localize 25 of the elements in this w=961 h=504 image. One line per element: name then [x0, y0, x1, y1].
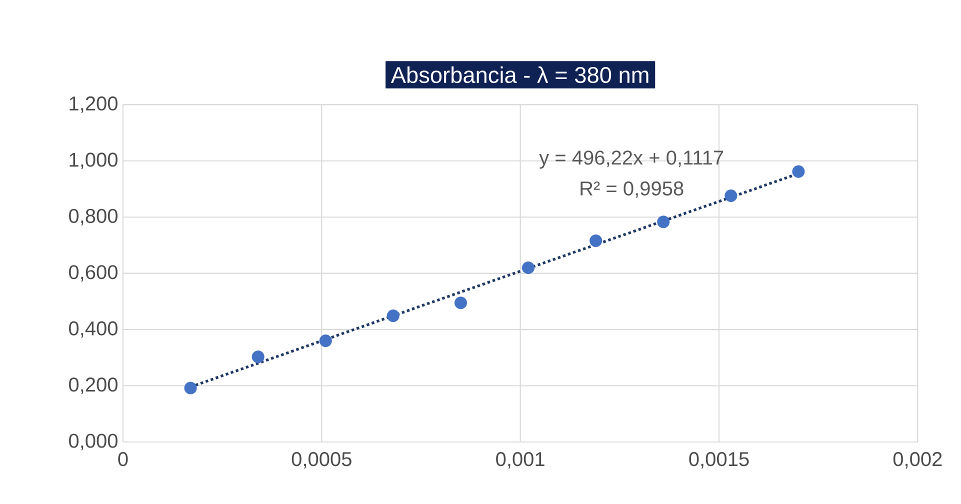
- x-tick-label: 0,001: [496, 452, 544, 469]
- y-tick-label: 1,200: [70, 96, 118, 113]
- point: [252, 350, 264, 364]
- x-tick-label: 0: [118, 452, 128, 466]
- point: [522, 261, 535, 274]
- point: [184, 382, 197, 394]
- x-tick-label: 0,0015: [689, 452, 749, 469]
- y-tick-label: 1,000: [70, 152, 118, 170]
- x-tick-label: 0,002: [893, 452, 942, 469]
- annotation: y = 496,22x + 0,1117: [539, 150, 724, 169]
- y-tick-label: 0,800: [69, 208, 118, 226]
- annotation: R² = 0,9958: [580, 181, 684, 198]
- point: [792, 165, 805, 178]
- point: [590, 234, 602, 247]
- y-tick-label: 0,400: [69, 321, 118, 338]
- chart-title: Absorbancia - λ = 380 nm: [390, 66, 648, 84]
- x-tick-label: 0,0005: [292, 452, 352, 469]
- y-tick-label: 0,000: [69, 434, 118, 450]
- y-tick-label: 0,600: [69, 265, 118, 282]
- point: [657, 216, 670, 228]
- point: [386, 310, 400, 322]
- y-tick-label: 0,200: [69, 378, 118, 394]
- point: [319, 334, 332, 348]
- point: [454, 296, 468, 310]
- point: [724, 189, 738, 202]
